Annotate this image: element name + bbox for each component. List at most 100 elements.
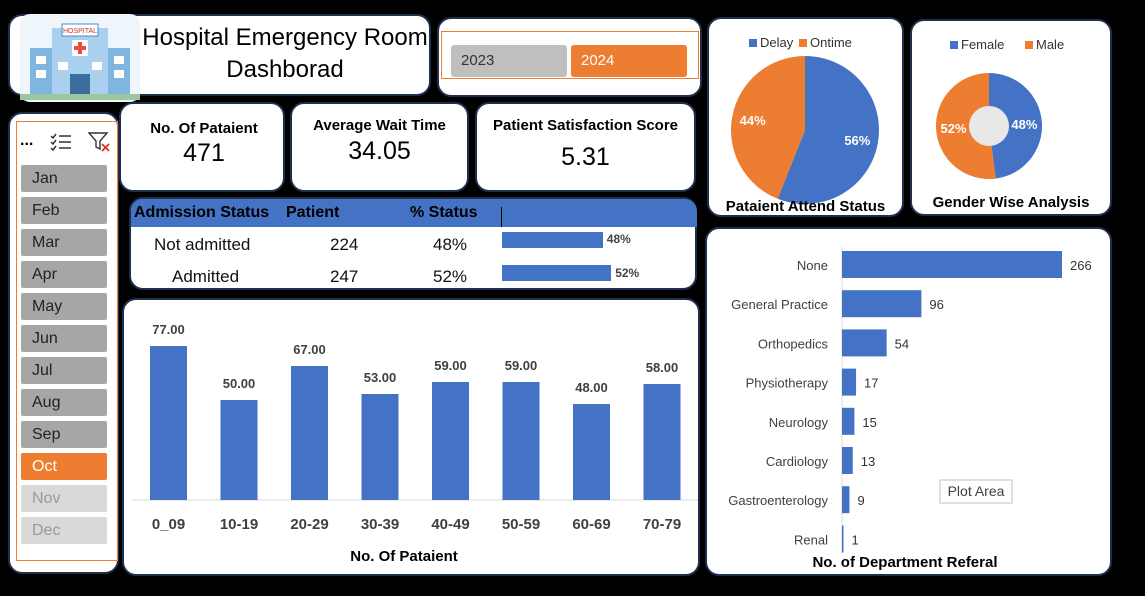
month-may-button[interactable]: May	[21, 293, 107, 320]
legend-swatch-delay	[749, 39, 757, 47]
pie-label-delay: 56%	[844, 133, 870, 148]
tick-label: None	[797, 258, 828, 273]
more-options-button[interactable]: ...	[20, 132, 34, 149]
legend-delay: Delay	[760, 35, 794, 50]
page-title-line1: Hospital Emergency Room	[142, 24, 428, 51]
data-label: 59.00	[434, 358, 467, 373]
row-pct: 52%	[433, 267, 468, 286]
tick-label: 0_09	[152, 516, 185, 533]
attend-status-card: Delay Ontime 56% 44% Pataient Attend Status	[707, 17, 904, 217]
title-card: HOSPITAL Hospital Emergency Room Dashbor…	[8, 14, 431, 102]
hospital-logo-icon: HOSPITAL	[20, 14, 140, 102]
month-slicer-header: ...	[20, 130, 112, 156]
row-pct: 48%	[433, 235, 468, 254]
legend-swatch-ontime	[799, 39, 807, 47]
tick-label: Physiotherapy	[746, 376, 829, 391]
gender-card: Female Male 48% 52% Gender Wise Analysis	[910, 19, 1112, 216]
month-slicer: ... Jan Feb Mar Apr May Jun Jul Aug Sep Oct Nov Dec	[8, 112, 119, 574]
tick-label: Renal	[794, 532, 828, 547]
legend-male: Male	[1036, 37, 1064, 52]
pie-slice-female	[989, 73, 1042, 179]
month-aug-button[interactable]: Aug	[21, 389, 107, 416]
data-label: 77.00	[152, 322, 185, 337]
month-feb-button[interactable]: Feb	[21, 197, 107, 224]
kpi-patients-card: No. Of Pataient 471	[119, 102, 285, 192]
row-patient: 224	[330, 235, 359, 254]
admission-table-header: Admission Status Patient % Status	[131, 199, 697, 227]
header-pct-status: % Status	[410, 204, 478, 221]
bar-60-69	[573, 404, 610, 500]
tooltip-text: Plot Area	[948, 483, 1005, 499]
bar-0_09	[150, 346, 187, 500]
header-patient: Patient	[286, 204, 340, 221]
pie-slice-delay	[777, 56, 879, 204]
kpi-patients-value: 471	[183, 139, 225, 167]
kpi-satisfaction-label: Patient Satisfaction Score	[492, 117, 679, 134]
kpi-wait-label: Average Wait Time	[313, 117, 446, 134]
row-databar-label: 48%	[606, 232, 631, 246]
clear-filter-icon[interactable]	[88, 131, 112, 153]
row-databar-label: 52%	[615, 266, 640, 280]
chart-title: Gender Wise Analysis	[933, 194, 1090, 211]
month-nov-button[interactable]: Nov	[21, 485, 107, 512]
tick-label: Cardiology	[766, 454, 829, 469]
kpi-satisfaction-card: Patient Satisfaction Score 5.31	[475, 102, 696, 192]
month-sep-button[interactable]: Sep	[21, 421, 107, 448]
bar-renal	[842, 525, 844, 553]
department-bar-chart: 266 None 96 General Practice 54 Orthopedics 17…	[728, 247, 1092, 571]
month-mar-button[interactable]: Mar	[21, 229, 107, 256]
year-slicer: 2023 2024	[437, 17, 702, 97]
tick-label: Neurology	[769, 415, 829, 430]
pie-slice-ontime	[731, 56, 805, 199]
bar-general-practice	[842, 290, 922, 318]
tick-label: General Practice	[731, 297, 828, 312]
pie-slice-male	[936, 73, 996, 179]
bar-physiotherapy	[842, 368, 857, 396]
bar-10-19	[220, 400, 258, 500]
data-label: 15	[862, 415, 876, 430]
data-label: 59.00	[505, 358, 538, 373]
year-2023-button[interactable]: 2023	[451, 45, 567, 77]
month-oct-button[interactable]: Oct	[21, 453, 107, 480]
month-jan-button[interactable]: Jan	[21, 165, 107, 192]
header-admission-status: Admission Status	[134, 204, 270, 221]
data-label: 50.00	[223, 376, 256, 391]
tooltip-box	[939, 479, 1013, 504]
data-label: 54	[895, 336, 909, 351]
tick-label: 30-39	[361, 516, 399, 533]
data-label: 58.00	[646, 360, 679, 375]
month-dec-button[interactable]: Dec	[21, 517, 107, 544]
tick-label: Orthopedics	[758, 336, 829, 351]
gender-chart: Female Male 48% 52% Gender Wise Analysis	[933, 37, 1090, 211]
month-jun-button[interactable]: Jun	[21, 325, 107, 352]
data-label: 67.00	[293, 342, 326, 357]
kpi-wait-value: 34.05	[348, 137, 411, 165]
chart-title: Pataient Attend Status	[726, 198, 885, 215]
legend-female: Female	[961, 37, 1004, 52]
tick-label: 20-29	[290, 516, 328, 533]
page-title-line2: Dashborad	[226, 56, 344, 83]
x-axis-title: No. Of Pataient	[350, 548, 458, 565]
data-label: 53.00	[364, 370, 397, 385]
year-slicer-frame	[441, 31, 699, 79]
bar-gastroenterology	[842, 486, 850, 514]
bar-none	[842, 251, 1062, 278]
tick-label: 10-19	[220, 516, 258, 533]
month-apr-button[interactable]: Apr	[21, 261, 107, 288]
year-2024-button[interactable]: 2024	[571, 45, 687, 77]
pie-label-male: 52%	[941, 121, 967, 136]
data-label: 17	[864, 376, 878, 391]
pie-label-female: 48%	[1011, 117, 1037, 132]
data-label: 1	[852, 532, 859, 547]
month-slicer-frame	[16, 121, 118, 561]
x-axis-title: No. of Department Referal	[812, 554, 997, 571]
legend-swatch-male	[1025, 41, 1033, 49]
multi-select-icon[interactable]	[50, 132, 72, 152]
row-status: Not admitted	[154, 235, 251, 254]
data-label: 13	[861, 454, 875, 469]
pie-label-ontime: 44%	[740, 113, 766, 128]
tick-label: 50-59	[502, 516, 540, 533]
tick-label: Gastroenterology	[728, 493, 828, 508]
legend-swatch-female	[950, 41, 958, 49]
month-jul-button[interactable]: Jul	[21, 357, 107, 384]
